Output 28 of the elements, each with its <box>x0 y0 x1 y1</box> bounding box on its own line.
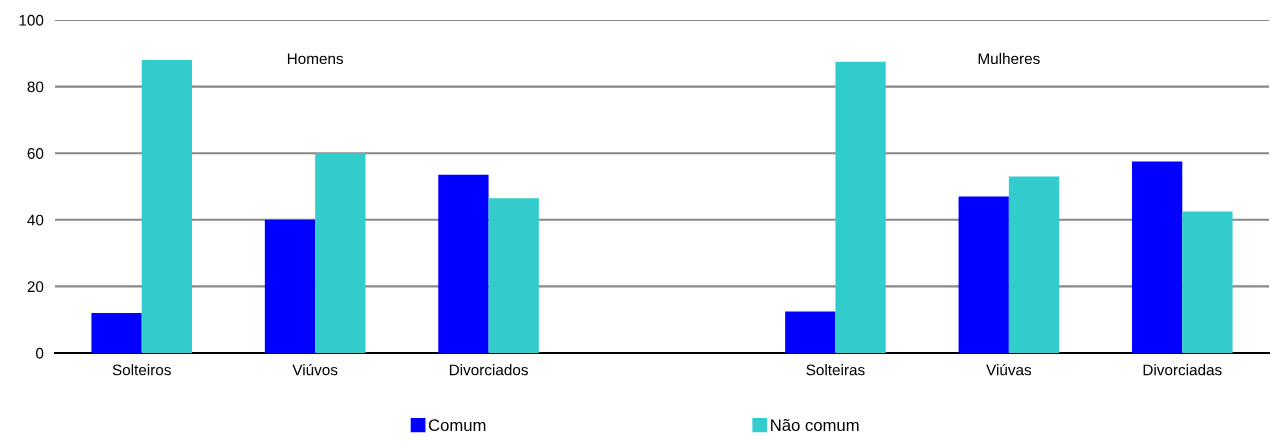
bar <box>315 153 366 353</box>
x-tick-label: Solteiros <box>112 364 171 376</box>
y-tick-label: 80 <box>27 81 44 93</box>
bar <box>1182 211 1233 353</box>
x-tick-label: Divorciados <box>449 364 528 376</box>
y-tick-label: 20 <box>27 281 44 293</box>
x-tick-label: Viúvas <box>986 363 1032 376</box>
legend-label: Não comum <box>771 418 859 432</box>
legend-label: Comum <box>428 419 486 432</box>
bar <box>141 59 193 353</box>
y-tick-label: 40 <box>27 214 44 226</box>
x-tick-label: Divorciadas <box>1143 364 1222 376</box>
annotation: Mulheres <box>978 52 1040 65</box>
bar <box>1008 176 1060 353</box>
annotation: Homens <box>287 53 344 65</box>
bar <box>1131 161 1183 353</box>
bar <box>785 311 836 353</box>
y-tick-label: 60 <box>27 148 44 159</box>
y-tick-label: 100 <box>19 14 44 26</box>
x-tick-label: Solteiras <box>806 364 865 376</box>
bar <box>438 174 489 353</box>
bar <box>958 196 1009 353</box>
x-tick-label: Viúvos <box>292 363 338 376</box>
bar <box>264 219 316 353</box>
bar <box>91 313 142 353</box>
y-tick-label: 0 <box>35 347 44 359</box>
bar <box>835 61 886 353</box>
bar <box>488 198 539 353</box>
